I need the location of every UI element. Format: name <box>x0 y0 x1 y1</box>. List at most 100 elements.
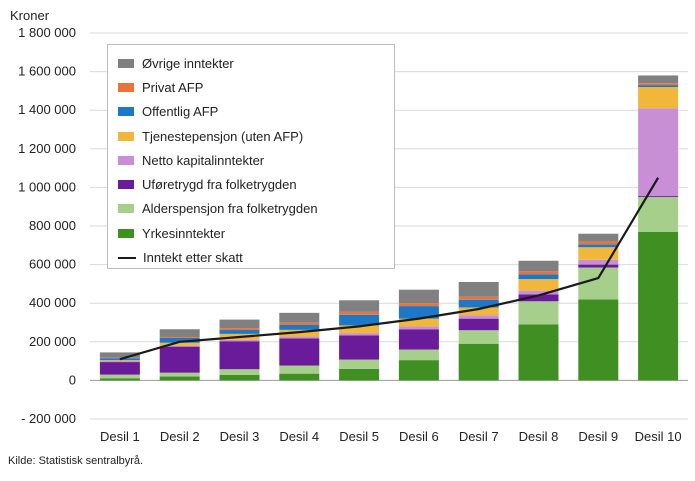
bar-segment <box>279 325 320 330</box>
legend-swatch <box>118 228 134 238</box>
y-tick-label: 1 600 000 <box>18 64 76 79</box>
bar-segment <box>99 360 140 362</box>
y-tick-label: - 200 000 <box>21 411 76 426</box>
legend-label: Netto kapitalinntekter <box>142 152 265 168</box>
bar-segment <box>219 328 260 331</box>
bar-segment <box>638 87 679 109</box>
bar-segment <box>279 373 320 381</box>
bar-segment <box>219 341 260 370</box>
bar-segment <box>339 314 380 326</box>
bar-segment <box>219 374 260 381</box>
bar-segment <box>518 271 559 275</box>
bar-segment <box>638 85 679 88</box>
bar-segment <box>219 369 260 375</box>
legend-item: Inntekt etter skatt <box>118 245 384 269</box>
bar-segment <box>398 329 439 350</box>
bar-segment <box>339 333 380 336</box>
bar-segment <box>99 378 140 381</box>
legend-swatch <box>118 180 134 190</box>
bar-segment <box>339 359 380 369</box>
bar-segment <box>279 322 320 326</box>
bar-segment <box>339 368 380 381</box>
bar-segment <box>398 326 439 330</box>
bar-segment <box>398 289 439 304</box>
bar-segment <box>578 247 619 260</box>
y-tick-label: 1 400 000 <box>18 102 76 117</box>
bar-segment <box>458 281 499 297</box>
legend-item: Uføretrygd fra folketrygden <box>118 172 384 196</box>
bar-segment <box>638 108 679 197</box>
bar-segment <box>159 329 200 337</box>
legend-label: Offentlig AFP <box>142 104 219 120</box>
bar-segment <box>578 241 619 245</box>
legend-item: Yrkesinntekter <box>118 221 384 245</box>
bar-segment <box>638 83 679 86</box>
line-inntekt-etter-skatt <box>119 177 660 361</box>
x-tick-label: Desil 3 <box>220 429 260 444</box>
legend-label: Øvrige inntekter <box>142 55 234 71</box>
legend-label: Alderspensjon fra folketrygden <box>142 201 318 217</box>
bar-segment <box>518 274 559 280</box>
x-tick-label: Desil 8 <box>519 429 559 444</box>
bar-segment <box>398 318 439 327</box>
bar-segment <box>398 303 439 307</box>
y-tick-label: 800 000 <box>29 218 76 233</box>
y-axis-title: Kroner <box>10 8 50 23</box>
y-tick-label: 0 <box>69 372 76 387</box>
bar-segment <box>578 233 619 242</box>
bar-segment <box>339 311 380 315</box>
bar-segment <box>159 336 200 338</box>
bar-segment <box>518 294 559 302</box>
bar-segment <box>638 196 679 198</box>
x-tick-label: Desil 7 <box>459 429 499 444</box>
bar-segment <box>279 336 320 339</box>
bar-segment <box>339 300 380 312</box>
bar-segment <box>518 290 559 295</box>
bar-segment <box>578 259 619 265</box>
bar-segment <box>159 346 200 373</box>
bar-segment <box>638 231 679 381</box>
x-tick-label: Desil 9 <box>578 429 618 444</box>
bar-segment <box>518 279 559 291</box>
bar-segment <box>458 318 499 331</box>
y-tick-label: 1 000 000 <box>18 179 76 194</box>
source-note: Kilde: Statistisk sentralbyrå. <box>8 455 144 467</box>
bar-segment <box>99 374 140 379</box>
x-tick-label: Desil 4 <box>279 429 319 444</box>
bar-segment <box>578 267 619 300</box>
legend-item: Tjenestepensjon (uten AFP) <box>118 124 384 148</box>
legend-swatch <box>118 155 134 165</box>
bar-segment <box>458 307 499 316</box>
x-tick-label: Desil 1 <box>100 429 140 444</box>
bar-segment <box>638 197 679 232</box>
legend-label: Uføretrygd fra folketrygden <box>142 177 297 193</box>
bar-segment <box>279 338 320 366</box>
y-tick-label: 600 000 <box>29 257 76 272</box>
legend-item: Øvrige inntekter <box>118 51 384 75</box>
bar-segment <box>339 335 380 360</box>
legend-item: Offentlig AFP <box>118 100 384 124</box>
bar-segment <box>279 312 320 323</box>
bar-segment <box>159 345 200 347</box>
chart-legend: Øvrige inntekter Privat AFP Offentlig AFP T… <box>107 44 395 269</box>
legend-item: Netto kapitalinntekter <box>118 148 384 172</box>
bar-segment <box>398 349 439 361</box>
bar-segment <box>219 330 260 334</box>
legend-swatch <box>118 107 134 117</box>
legend-label: Privat AFP <box>142 79 204 95</box>
bar-segment <box>219 319 260 329</box>
bar-segment <box>578 264 619 268</box>
legend-swatch <box>118 204 134 214</box>
legend-item: Privat AFP <box>118 75 384 99</box>
bar-segment <box>159 376 200 381</box>
bar-segment <box>458 330 499 344</box>
bar-segment <box>578 299 619 381</box>
bar-segment <box>458 315 499 319</box>
bar-segment <box>458 343 499 381</box>
x-tick-label: Desil 10 <box>635 429 682 444</box>
bar-segment <box>578 244 619 248</box>
bar-segment <box>279 365 320 374</box>
bar-segment <box>219 339 260 342</box>
x-tick-label: Desil 6 <box>399 429 439 444</box>
legend-swatch <box>118 256 136 259</box>
